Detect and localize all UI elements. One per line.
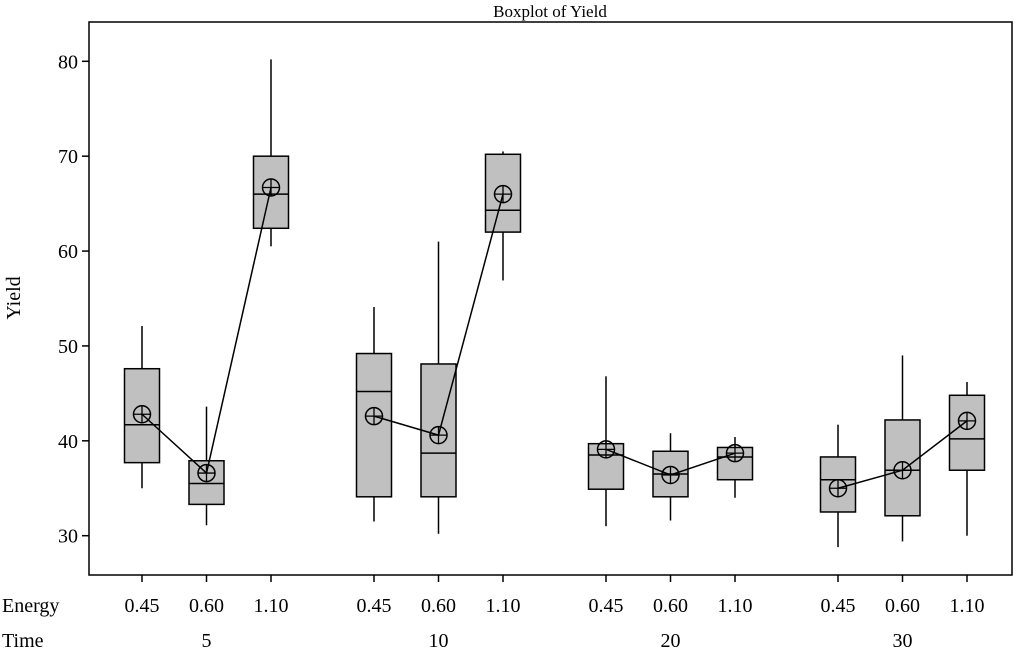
energy-tick-label: 1.10 [718,595,753,617]
y-tick-label: 30 [58,526,78,548]
energy-tick-label: 0.45 [125,595,160,617]
mean-crosshair [262,178,280,196]
time-tick-label: 10 [429,630,449,652]
mean-crosshair [494,185,512,203]
plot-frame [88,21,1013,576]
energy-tick-label: 0.45 [589,595,624,617]
energy-tick-label: 0.45 [821,595,856,617]
time-row-label: Time [2,630,44,652]
mean-crosshair [662,466,679,484]
time-tick-label: 5 [202,630,212,652]
chart-title: Boxplot of Yield [493,2,607,21]
energy-tick-label: 0.60 [885,595,920,617]
energy-row-label: Energy [2,595,59,617]
y-axis-label: Yield [3,276,25,319]
y-tick-label: 40 [58,431,78,453]
mean-crosshair [597,440,615,458]
energy-tick-label: 1.10 [950,595,985,617]
mean-crosshair [198,464,215,482]
y-tick-label: 80 [58,51,78,73]
mean-crosshair [829,479,847,497]
iqr-box [484,153,522,233]
y-tick-label: 50 [58,336,78,358]
mean-crosshair [133,405,151,423]
mean-crosshair [958,412,976,430]
y-tick-label: 70 [58,146,78,168]
time-tick-label: 30 [893,630,913,652]
energy-tick-label: 1.10 [486,595,521,617]
mean-crosshair [430,426,447,444]
mean-crosshair [365,407,383,425]
energy-tick-label: 0.60 [421,595,456,617]
time-tick-label: 20 [661,630,681,652]
y-tick-label: 60 [58,241,78,263]
energy-tick-label: 0.60 [653,595,688,617]
energy-tick-label: 0.45 [357,595,392,617]
mean-crosshair [894,461,911,479]
mean-crosshair [726,444,744,462]
energy-tick-label: 1.10 [254,595,289,617]
energy-tick-label: 0.60 [189,595,224,617]
iqr-box [948,394,986,471]
